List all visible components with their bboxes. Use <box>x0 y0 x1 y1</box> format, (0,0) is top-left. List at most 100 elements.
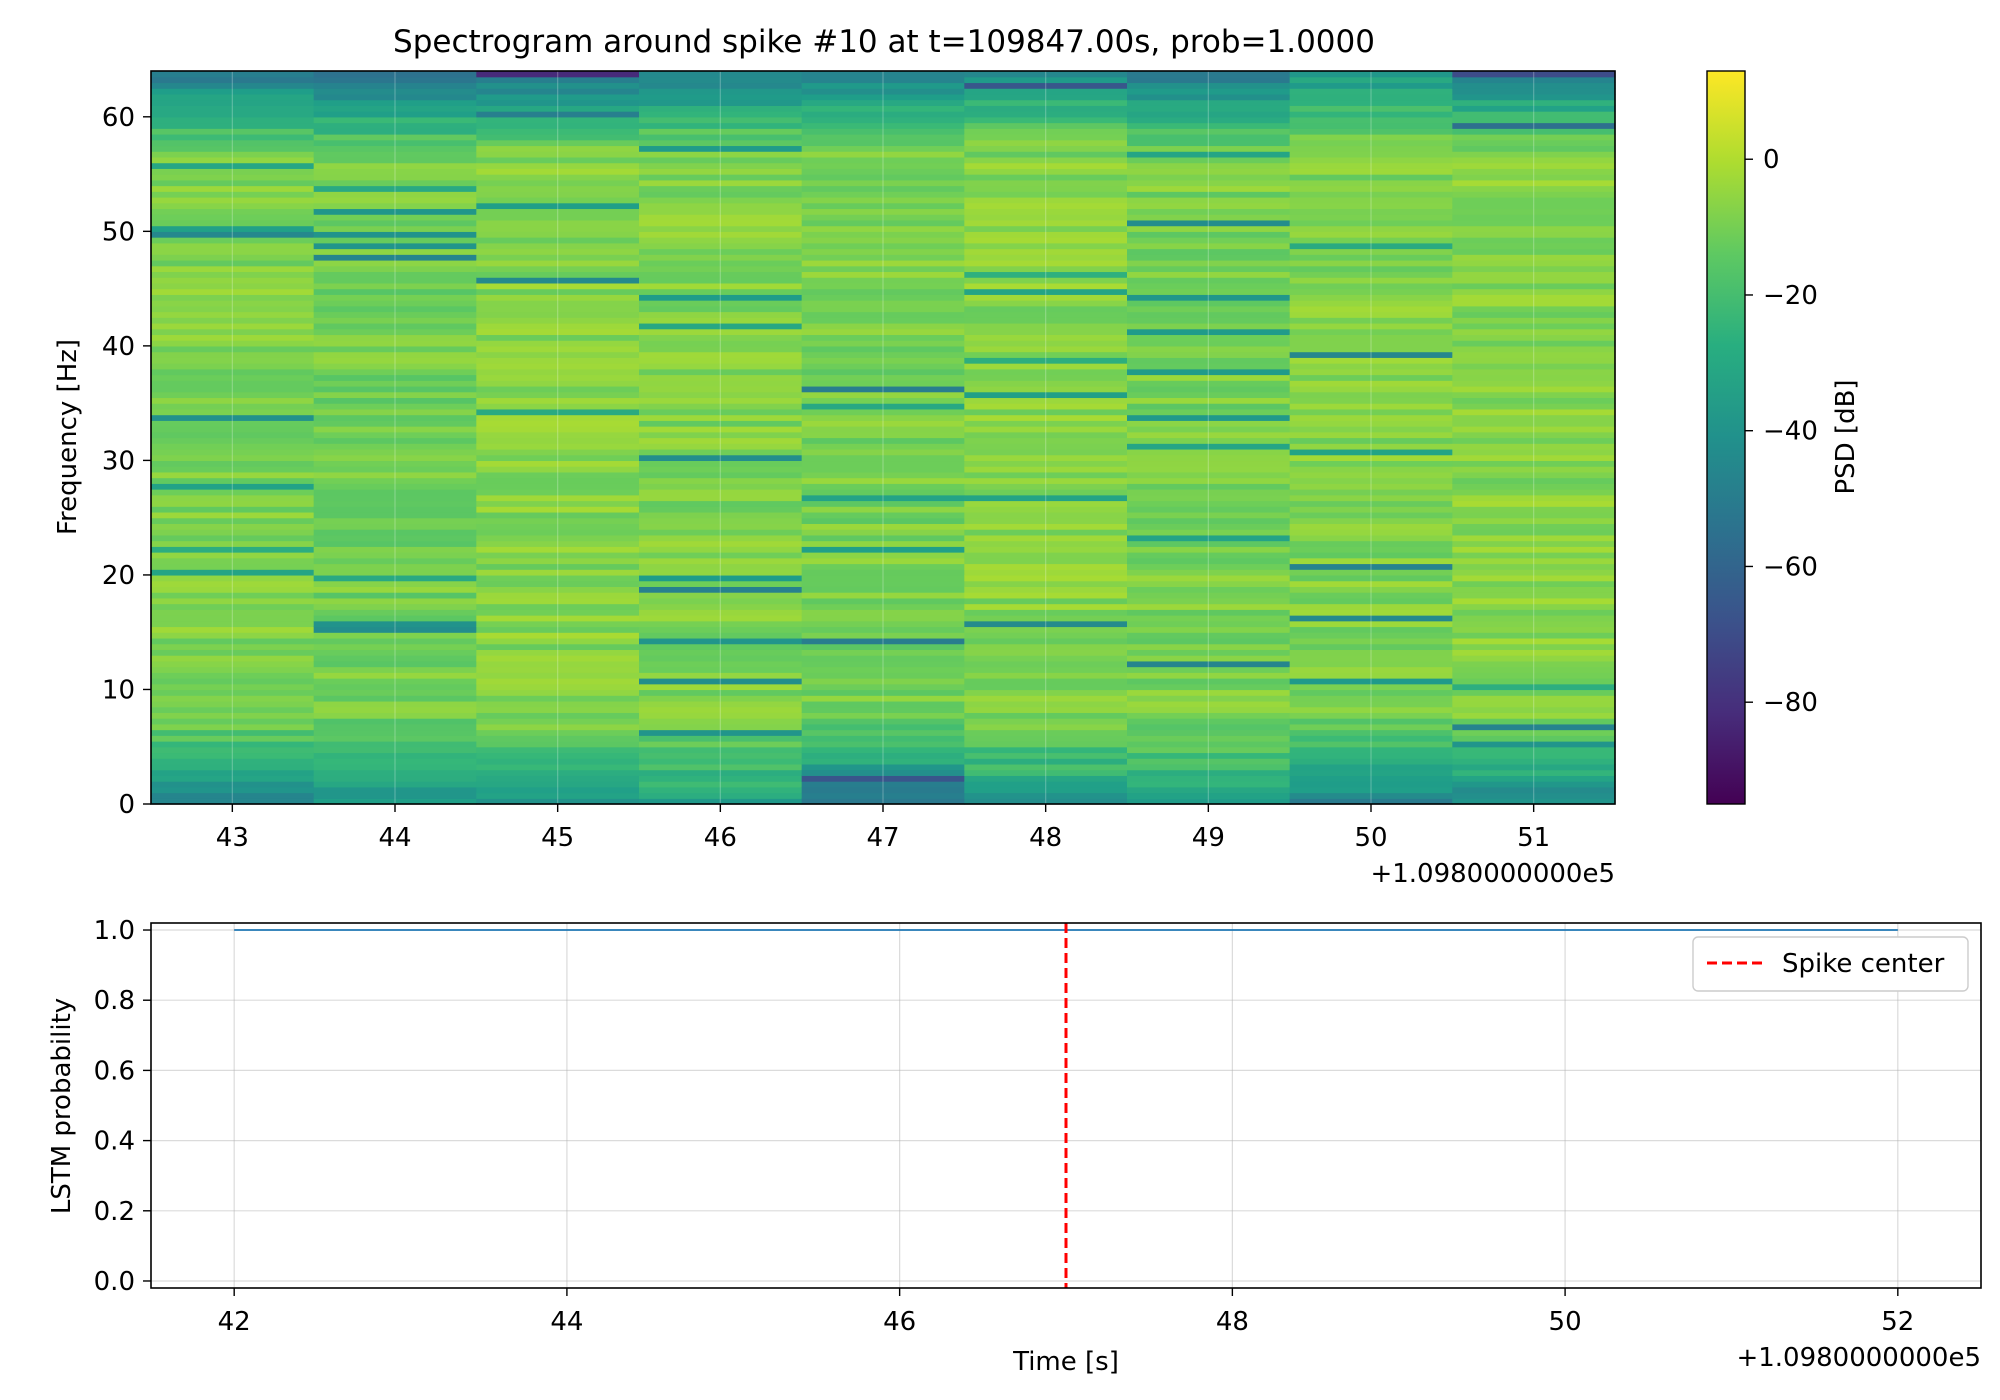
spectrogram-cell <box>313 741 477 748</box>
probability-x-offset: +1.0980000000e5 <box>1736 1343 1981 1373</box>
spectrogram-cell <box>964 460 1128 467</box>
spectrogram-cell <box>151 632 315 639</box>
spectrogram-cell <box>313 534 477 542</box>
spectrogram-cell <box>1127 328 1291 336</box>
spectrogram-cell <box>801 328 965 336</box>
spectrogram-cell <box>801 649 965 656</box>
spectrogram-cell <box>964 242 1128 250</box>
spectrogram-cell <box>1452 500 1616 507</box>
spectrogram-cell <box>639 477 803 484</box>
spectrogram-cell <box>1289 615 1453 622</box>
spectrogram-cell <box>313 500 477 507</box>
spectrogram-cell <box>476 162 640 169</box>
spectrogram-cell <box>1127 128 1291 135</box>
spectrogram-cell <box>1289 775 1453 782</box>
spectrogram-cell <box>1289 282 1453 290</box>
spectrogram-cell <box>964 632 1128 639</box>
spectrogram-cell <box>639 683 803 691</box>
spectrogram-cell <box>964 196 1128 204</box>
spectrogram-cell <box>1452 385 1616 393</box>
spectrogram-cell <box>964 76 1128 84</box>
spectrogram-cell <box>1452 179 1616 187</box>
spectrogram-cell <box>964 408 1128 416</box>
spectrogram-cell <box>639 712 803 719</box>
spectrogram-cell <box>313 99 477 106</box>
spectrogram-cell <box>151 76 315 84</box>
spectrogram-cell <box>1127 563 1291 570</box>
spectrogram-cell <box>1289 242 1453 250</box>
spectrogram-cell <box>639 678 803 685</box>
spectrogram-cell <box>1289 133 1453 141</box>
spectrogram-cell <box>313 672 477 679</box>
spectrogram-cell <box>1452 712 1616 719</box>
spectrogram-cell <box>476 397 640 404</box>
spectrogram-cell <box>313 208 477 215</box>
spectrogram-cell <box>151 758 315 765</box>
spectrogram-cell <box>801 672 965 679</box>
spectrogram-cell <box>801 660 965 668</box>
spectrogram-cell <box>639 282 803 290</box>
spectrogram-cell <box>151 540 315 547</box>
spectrogram-cell <box>801 678 965 685</box>
spectrogram-cell <box>1127 483 1291 490</box>
spectrogram-cell <box>964 265 1128 273</box>
spectrogram-cell <box>639 603 803 610</box>
spectrogram-cell <box>1452 649 1616 656</box>
colorbar-tick-label: −20 <box>1763 281 1818 311</box>
spectrogram-cell <box>151 574 315 582</box>
spectrogram-cell <box>476 695 640 702</box>
spectrogram-cell <box>1289 729 1453 736</box>
spectrogram-cell <box>1289 202 1453 210</box>
spectrogram-cell <box>801 763 965 771</box>
spectrogram-cell <box>476 718 640 725</box>
colorbar-tick-label: −80 <box>1763 688 1818 718</box>
spectrogram-cell <box>1452 632 1616 639</box>
spectrogram-cell <box>964 437 1128 444</box>
spectrogram-cell <box>964 517 1128 524</box>
spectrogram-cell <box>313 752 477 759</box>
spectrogram-cell <box>313 151 477 158</box>
spectrogram-cell <box>476 586 640 593</box>
spectrogram-cell <box>1289 735 1453 742</box>
spectrogram-cell <box>313 185 477 192</box>
spectrogram-cell <box>964 723 1128 731</box>
spectrogram-cell <box>801 420 965 427</box>
spectrogram-cell <box>476 792 640 799</box>
spectrogram-cell <box>1452 242 1616 250</box>
spectrogram-cell <box>313 620 477 628</box>
spectrogram-cell <box>1127 420 1291 427</box>
probability-x-tick-label: 46 <box>883 1307 916 1337</box>
spectrogram-cell <box>1452 586 1616 593</box>
spectrogram-cell <box>639 517 803 524</box>
spectrogram-cell <box>639 672 803 679</box>
spectrogram-cell <box>1289 414 1453 421</box>
spectrogram-cell <box>1289 460 1453 467</box>
spectrogram-cell <box>1289 723 1453 731</box>
spectrogram-cell <box>801 397 965 404</box>
spectrogram-cell <box>151 380 315 387</box>
spectrogram-cell <box>313 105 477 112</box>
spectrogram-cell <box>151 71 315 78</box>
spectrogram-cell <box>151 700 315 708</box>
spectrogram-cell <box>1127 191 1291 198</box>
spectrogram-cell <box>801 88 965 95</box>
spectrogram-cell <box>1289 305 1453 313</box>
spectrogram-cell <box>801 752 965 759</box>
spectrogram-cell <box>476 569 640 576</box>
spectrogram-cell <box>964 741 1128 748</box>
spectrogram-cell <box>1127 706 1291 713</box>
spectrogram-cell <box>964 500 1128 507</box>
spectrogram-cell <box>313 88 477 95</box>
spectrogram-cell <box>964 340 1128 347</box>
spectrogram-cell <box>1127 288 1291 295</box>
spectrogram-cell <box>1127 145 1291 152</box>
spectrogram-cell <box>476 643 640 650</box>
spectrogram-cell <box>1289 191 1453 198</box>
spectrogram-cell <box>801 603 965 610</box>
spectrogram-cell <box>1127 122 1291 129</box>
spectrogram-cell <box>313 156 477 164</box>
spectrogram-cell <box>476 746 640 754</box>
spectrogram-cell <box>801 506 965 513</box>
spectrogram-cell <box>313 786 477 794</box>
spectrogram-cell <box>313 328 477 336</box>
